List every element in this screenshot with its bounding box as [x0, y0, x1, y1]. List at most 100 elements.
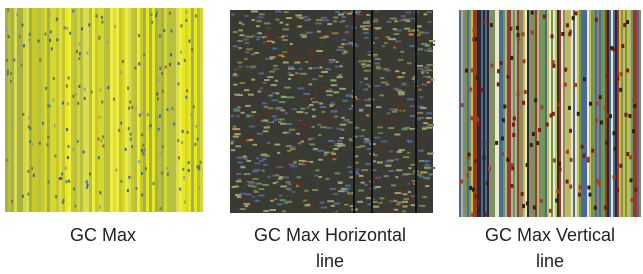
dash	[329, 157, 335, 159]
dash	[398, 91, 405, 93]
dash	[294, 62, 300, 64]
speck	[614, 147, 617, 151]
dash	[391, 35, 394, 37]
speck	[128, 176, 130, 179]
stripe	[567, 10, 569, 217]
dash	[230, 103, 235, 105]
stripe	[59, 8, 62, 212]
dash	[365, 163, 371, 165]
dash	[340, 49, 346, 51]
speck	[173, 122, 175, 125]
dash	[276, 95, 282, 97]
dash	[255, 76, 260, 78]
line	[415, 10, 417, 213]
dash	[237, 196, 242, 198]
stripe	[561, 10, 563, 217]
speck	[75, 93, 77, 96]
speck	[53, 77, 55, 80]
dash	[396, 169, 402, 171]
dash	[251, 67, 255, 69]
stripe	[17, 8, 20, 212]
dash	[426, 167, 429, 169]
stripe	[116, 8, 119, 212]
dash	[339, 209, 345, 211]
dash	[277, 152, 280, 154]
speck	[195, 14, 197, 17]
dash	[333, 210, 336, 212]
dash	[249, 125, 255, 127]
dash	[289, 163, 294, 165]
dash	[306, 80, 311, 82]
speck	[169, 12, 171, 15]
dash	[374, 137, 380, 139]
dash	[263, 164, 267, 166]
dash	[262, 170, 265, 172]
dash	[257, 57, 261, 59]
speck	[551, 34, 554, 38]
dash	[388, 127, 394, 129]
speck	[521, 32, 524, 36]
stripe	[62, 8, 65, 212]
speck	[68, 145, 70, 148]
speck	[68, 180, 70, 183]
dash	[345, 185, 351, 187]
dash	[241, 166, 246, 168]
dash	[390, 210, 395, 212]
speck	[86, 186, 88, 189]
stripe	[617, 10, 619, 217]
dash	[384, 175, 389, 177]
dash	[420, 180, 426, 182]
stripe	[32, 8, 35, 212]
speck	[101, 101, 103, 104]
speck	[7, 73, 9, 76]
dash	[404, 28, 410, 30]
dash	[340, 26, 343, 28]
dash	[375, 131, 382, 133]
dash	[394, 109, 398, 111]
dash	[321, 71, 328, 73]
stripe	[179, 8, 182, 212]
speck	[67, 156, 69, 159]
dash	[364, 205, 369, 207]
dash	[379, 94, 383, 96]
dash	[295, 72, 299, 74]
dash	[258, 194, 264, 196]
speck	[161, 171, 163, 174]
dash	[241, 112, 245, 114]
stripe	[188, 8, 191, 212]
dash	[387, 19, 390, 21]
speck	[524, 90, 527, 94]
speck	[540, 105, 543, 109]
dash	[260, 87, 263, 89]
dash	[235, 145, 241, 147]
stripe	[125, 8, 128, 212]
speck	[51, 47, 53, 50]
speck	[579, 185, 582, 189]
dash	[425, 69, 432, 71]
dash	[408, 167, 411, 169]
dash	[324, 50, 329, 52]
dash	[291, 48, 294, 50]
speck	[620, 72, 623, 76]
dash	[423, 11, 427, 13]
dash	[251, 118, 257, 120]
speck	[471, 213, 474, 217]
dash	[347, 166, 351, 168]
dash	[428, 48, 431, 50]
dash	[385, 165, 391, 167]
speck	[142, 112, 144, 115]
dash	[233, 170, 239, 172]
speck	[162, 145, 164, 148]
dash	[425, 185, 429, 187]
speck	[81, 27, 83, 30]
speck	[143, 53, 145, 56]
speck	[194, 143, 196, 146]
stripe	[631, 10, 633, 217]
speck	[56, 18, 58, 21]
dash	[386, 84, 390, 86]
speck	[184, 59, 186, 62]
dash	[395, 70, 399, 72]
dash	[309, 83, 313, 85]
speck	[193, 105, 195, 108]
speck	[198, 167, 200, 170]
